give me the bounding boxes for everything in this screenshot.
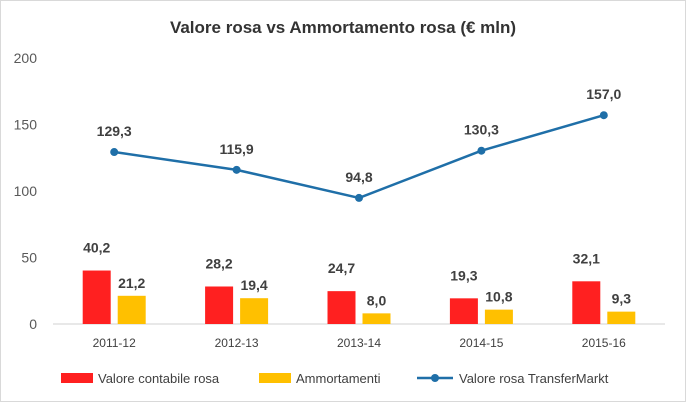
line-point [599,111,608,120]
bar [449,298,478,324]
line-point [355,193,363,202]
bar [117,295,146,324]
bar [484,309,513,324]
y-tick-label: 150 [14,117,38,133]
line-data-label: 115,9 [219,141,253,157]
bar-data-label: 19,3 [450,267,477,283]
bar-data-label: 19,4 [240,277,267,293]
bar-data-label: 28,2 [205,255,232,271]
x-tick-label: 2015-16 [582,336,626,350]
bar-data-label: 24,7 [328,260,355,276]
line-data-label: 129,3 [97,123,132,139]
legend-label: Valore rosa TransferMarkt [459,371,609,386]
bar [607,311,636,324]
x-tick-label: 2013-14 [337,336,381,350]
bar [327,291,356,324]
bar [82,270,111,324]
y-tick-label: 0 [29,316,37,332]
line-point [232,165,241,174]
y-tick-label: 50 [21,250,37,266]
line-data-label: 130,3 [464,122,499,138]
x-axis-ticks: 2011-12 2012-13 2013-14 2014-15 2015-16 [93,336,627,350]
bars [82,270,636,324]
line-series [110,111,608,202]
y-tick-label: 100 [14,183,38,199]
legend: Valore contabile rosa Ammortamenti Valore … [61,371,609,386]
bar-data-label: 40,2 [83,240,110,256]
x-tick-label: 2012-13 [215,336,259,350]
line-data-label: 157,0 [586,86,621,102]
y-axis-ticks: 0 50 100 150 200 [14,50,38,332]
bar-data-label: 8,0 [367,292,387,308]
x-tick-label: 2011-12 [93,336,136,350]
chart-title: Valore rosa vs Ammortamento rosa (€ mln) [170,18,516,37]
legend-swatch [259,373,291,383]
bar-data-label: 9,3 [612,291,632,307]
line-data-label: 94,8 [345,169,372,185]
bar [572,281,601,324]
bar-data-label: 32,1 [573,250,600,266]
line-point [110,148,119,157]
legend-label: Valore contabile rosa [98,371,220,386]
legend-swatch [61,373,93,383]
bar [205,286,234,324]
line-path [114,113,605,200]
bar-data-label: 21,2 [118,275,145,291]
data-labels: 40,2 28,2 24,7 19,3 32,1 21,2 19,4 8,0 10,8 9,3 12… [83,86,631,308]
x-tick-label: 2014-15 [459,336,503,350]
bar [362,313,391,324]
line-point [477,146,486,155]
bar [240,298,269,324]
bar-data-label: 10,8 [485,289,512,305]
legend-label: Ammortamenti [296,371,381,386]
legend-marker [431,374,439,382]
y-tick-label: 200 [14,50,38,66]
